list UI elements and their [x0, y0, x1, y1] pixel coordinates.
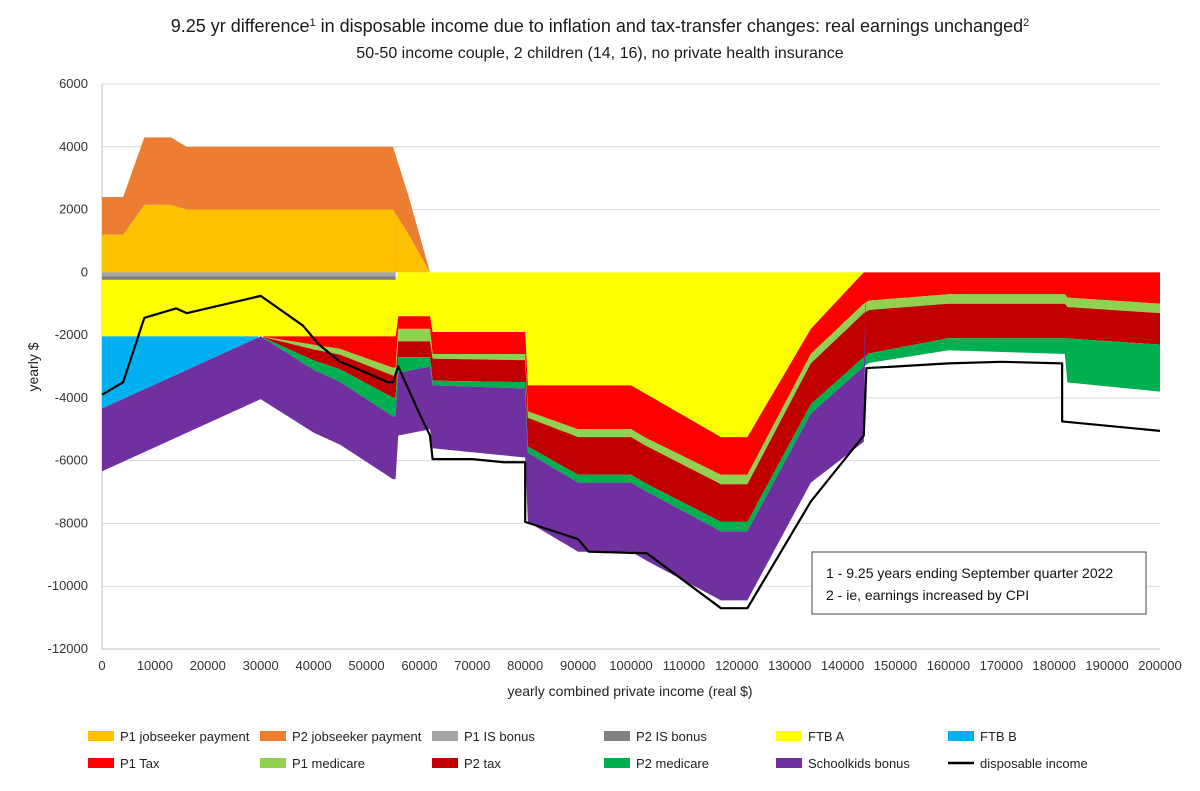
y-tick-label: -12000	[48, 641, 88, 656]
legend-swatch	[776, 731, 802, 741]
legend-swatch	[604, 758, 630, 768]
legend-item-disposable-income: disposable income	[948, 756, 1088, 771]
x-tick-label: 60000	[401, 658, 437, 673]
stacked-areas	[102, 137, 1160, 601]
x-tick-label: 0	[98, 658, 105, 673]
legend-label: P1 IS bonus	[464, 729, 535, 744]
legend-swatch	[88, 758, 114, 768]
legend-swatch	[260, 758, 286, 768]
area-p1-tax	[102, 137, 1160, 475]
x-tick-label: 40000	[296, 658, 332, 673]
area-schoolkids-bonus	[102, 272, 1160, 601]
legend-item-p1-jobseeker-payment: P1 jobseeker payment	[88, 729, 250, 744]
legend-swatch	[432, 731, 458, 741]
x-tick-label: 120000	[715, 658, 758, 673]
y-tick-label: 0	[81, 264, 88, 279]
y-tick-label: 6000	[59, 76, 88, 91]
y-tick-label: -8000	[55, 515, 88, 530]
legend-swatch	[948, 731, 974, 741]
x-tick-label: 200000	[1138, 658, 1181, 673]
legend-label: P2 jobseeker payment	[292, 729, 422, 744]
area-p2-tax	[102, 137, 1160, 522]
chart-title-mid: in disposable income due to inflation an…	[316, 16, 1023, 36]
y-tick-label: -10000	[48, 578, 88, 593]
chart-title-main: 9.25 yr difference	[171, 16, 310, 36]
x-tick-label: 10000	[137, 658, 173, 673]
x-tick-label: 180000	[1033, 658, 1076, 673]
x-axis-title: yearly combined private income (real $)	[507, 683, 752, 699]
axes: 6000400020000-2000-4000-6000-8000-10000-…	[48, 76, 1182, 673]
legend-swatch	[260, 731, 286, 741]
x-tick-label: 100000	[609, 658, 652, 673]
legend-label: P1 Tax	[120, 756, 160, 771]
disposable-income-line-layer	[101, 294, 1161, 610]
x-tick-label: 160000	[927, 658, 970, 673]
note-1: 1 - 9.25 years ending September quarter …	[826, 565, 1113, 581]
legend-swatch	[776, 758, 802, 768]
legend-label: FTB B	[980, 729, 1017, 744]
x-tick-label: 50000	[348, 658, 384, 673]
y-tick-label: -2000	[55, 327, 88, 342]
legend-item-p2-medicare: P2 medicare	[604, 756, 709, 771]
legend-label: Schoolkids bonus	[808, 756, 910, 771]
legend-item-p2-jobseeker-payment: P2 jobseeker payment	[260, 729, 422, 744]
area-p2-jobseeker-payment	[102, 137, 1160, 273]
x-tick-label: 80000	[507, 658, 543, 673]
y-tick-label: -4000	[55, 390, 88, 405]
x-tick-label: 140000	[821, 658, 864, 673]
y-tick-label: 2000	[59, 202, 88, 217]
legend-item-schoolkids-bonus: Schoolkids bonus	[776, 756, 910, 771]
legend-label: P1 jobseeker payment	[120, 729, 250, 744]
legend-item-ftb-a: FTB A	[776, 729, 844, 744]
x-tick-label: 90000	[560, 658, 596, 673]
x-tick-label: 130000	[768, 658, 811, 673]
chart-title-footnote-1: 1	[310, 17, 316, 29]
x-tick-label: 110000	[663, 658, 705, 673]
legend-label: P2 medicare	[636, 756, 709, 771]
x-tick-label: 70000	[454, 658, 490, 673]
legend-label: disposable income	[980, 756, 1088, 771]
note-2: 2 - ie, earnings increased by CPI	[826, 587, 1029, 603]
x-tick-label: 30000	[243, 658, 279, 673]
x-tick-label: 150000	[874, 658, 917, 673]
y-tick-label: 4000	[59, 139, 88, 154]
x-tick-label: 190000	[1085, 658, 1128, 673]
legend-item-p2-tax: P2 tax	[432, 756, 501, 771]
legend-item-ftb-b: FTB B	[948, 729, 1017, 744]
legend-swatch	[432, 758, 458, 768]
legend-label: P1 medicare	[292, 756, 365, 771]
legend-swatch	[604, 731, 630, 741]
legend: P1 jobseeker payment P2 jobseeker payment…	[88, 729, 1088, 771]
legend-swatch	[88, 731, 114, 741]
legend-item-p1-tax: P1 Tax	[88, 756, 160, 771]
legend-label: P2 tax	[464, 756, 501, 771]
y-axis-title: yearly $	[25, 342, 41, 391]
x-tick-label: 20000	[190, 658, 226, 673]
legend-item-p1-medicare: P1 medicare	[260, 756, 365, 771]
line-disposable-income	[101, 294, 1161, 610]
legend-item-p2-is-bonus: P2 IS bonus	[604, 729, 707, 744]
legend-label: FTB A	[808, 729, 844, 744]
legend-item-p1-is-bonus: P1 IS bonus	[432, 729, 535, 744]
x-tick-label: 170000	[980, 658, 1023, 673]
chart-title-footnote-2: 2	[1023, 17, 1029, 29]
chart-title: 9.25 yr difference1 in disposable income…	[171, 16, 1029, 36]
area-ftb-a	[102, 272, 1160, 438]
area-p1-jobseeker-payment	[102, 204, 1160, 273]
legend-label: P2 IS bonus	[636, 729, 707, 744]
notes-box: 1 - 9.25 years ending September quarter …	[811, 551, 1147, 615]
chart-subtitle: 50-50 income couple, 2 children (14, 16)…	[356, 45, 844, 62]
y-tick-label: -6000	[55, 453, 88, 468]
